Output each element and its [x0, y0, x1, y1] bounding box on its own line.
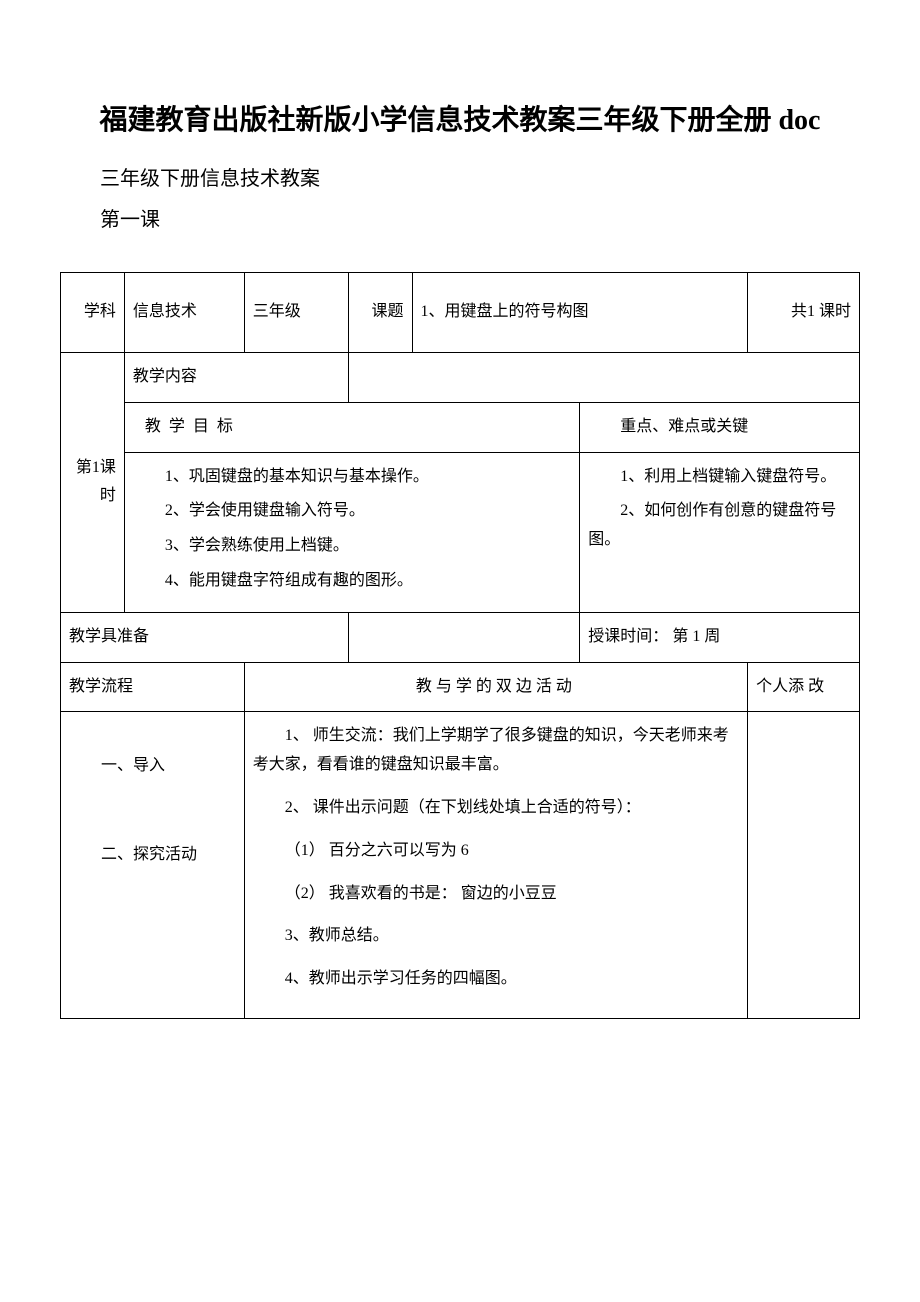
flow-content-item: 4、教师出示学习任务的四幅图。 — [253, 965, 739, 994]
subject-label-cell: 学科 — [61, 273, 125, 353]
objective-item: 4、能用键盘字符组成有趣的图形。 — [133, 567, 571, 596]
flow-content-item: 1、 师生交流：我们上学期学了很多键盘的知识，今天老师来考考大家，看看谁的键盘知… — [253, 722, 739, 780]
objectives-content-row: 1、巩固键盘的基本知识与基本操作。 2、学会使用键盘输入符号。 3、学会熟练使用… — [61, 452, 860, 612]
keypoints-list-cell: 1、利用上档键输入键盘符号。 2、如何创作有创意的键盘符号图。 — [580, 452, 860, 612]
flow-content-item: （2） 我喜欢看的书是： 窗边的小豆豆 — [253, 880, 739, 909]
flow-content-item: 2、 课件出示问题（在下划线处填上合适的符号）： — [253, 794, 739, 823]
teach-time-label: 授课时间： — [588, 628, 668, 645]
keypoints-header-cell: 重点、难点或关键 — [580, 402, 860, 452]
flow-content-row: 一、导入 二、探究活动 1、 师生交流：我们上学期学了很多键盘的知识，今天老师来… — [61, 712, 860, 1019]
objectives-list-cell: 1、巩固键盘的基本知识与基本操作。 2、学会使用键盘输入符号。 3、学会熟练使用… — [124, 452, 579, 612]
content-label-cell: 教学内容 — [124, 353, 348, 403]
content-label-row: 第1课时 教学内容 — [61, 353, 860, 403]
keypoints-header: 重点、难点或关键 — [620, 418, 748, 435]
total-periods-cell: 共1 课时 — [748, 273, 860, 353]
subject-label: 学科 — [69, 298, 116, 327]
flow-content-item: （1） 百分之六可以写为 6 — [253, 837, 739, 866]
grade-value: 三年级 — [253, 303, 301, 320]
prep-label-cell: 教学具准备 — [61, 612, 349, 662]
content-label: 教学内容 — [133, 368, 197, 385]
flow-col1-label: 教学流程 — [69, 678, 133, 695]
objectives-header: 教学目标 — [145, 418, 241, 435]
document-subtitle: 三年级下册信息技术教案 — [60, 162, 860, 191]
topic-value: 1、用键盘上的符号构图 — [421, 303, 589, 320]
document-title: 福建教育出版社新版小学信息技术教案三年级下册全册 doc — [60, 100, 860, 142]
subject-value-cell: 信息技术 — [124, 273, 244, 353]
flow-content-item: 3、教师总结。 — [253, 922, 739, 951]
objective-item: 3、学会熟练使用上档键。 — [133, 532, 571, 561]
keypoint-item: 2、如何创作有创意的键盘符号图。 — [588, 497, 851, 555]
period-label: 第1课时 — [69, 454, 116, 512]
flow-content-cell: 1、 师生交流：我们上学期学了很多键盘的知识，今天老师来考考大家，看看谁的键盘知… — [244, 712, 747, 1019]
subject-value: 信息技术 — [133, 303, 197, 320]
content-empty-cell — [348, 353, 859, 403]
flow-notes-cell — [748, 712, 860, 1019]
teach-time-value: 第 1 周 — [672, 628, 720, 645]
objective-item: 1、巩固键盘的基本知识与基本操作。 — [133, 463, 571, 492]
lesson-plan-table: 学科 信息技术 三年级 课题 1、用键盘上的符号构图 共1 课时 第1课时 教学… — [60, 272, 860, 1019]
flow-stages-cell: 一、导入 二、探究活动 — [61, 712, 245, 1019]
grade-cell: 三年级 — [244, 273, 348, 353]
prep-row: 教学具准备 授课时间： 第 1 周 — [61, 612, 860, 662]
objectives-header-cell: 教学目标 — [124, 402, 579, 452]
flow-header-col1: 教学流程 — [61, 662, 245, 712]
objective-item: 2、学会使用键盘输入符号。 — [133, 497, 571, 526]
keypoint-item: 1、利用上档键输入键盘符号。 — [588, 463, 851, 492]
topic-value-cell: 1、用键盘上的符号构图 — [412, 273, 748, 353]
header-row: 学科 信息技术 三年级 课题 1、用键盘上的符号构图 共1 课时 — [61, 273, 860, 353]
topic-label: 课题 — [357, 298, 404, 327]
prep-empty-cell — [348, 612, 580, 662]
lesson-number: 第一课 — [60, 203, 860, 232]
topic-label-cell: 课题 — [348, 273, 412, 353]
teach-time-cell: 授课时间： 第 1 周 — [580, 612, 860, 662]
flow-header-col2: 教与学的双边活动 — [244, 662, 747, 712]
total-periods: 共1 课时 — [756, 298, 851, 327]
flow-col3-label: 个人添 改 — [756, 678, 824, 695]
objectives-header-row: 教学目标 重点、难点或关键 — [61, 402, 860, 452]
flow-header-col3: 个人添 改 — [748, 662, 860, 712]
prep-label: 教学具准备 — [69, 628, 149, 645]
flow-col2-label: 教与学的双边活动 — [416, 678, 576, 695]
flow-stage: 一、导入 — [69, 752, 236, 781]
period-cell: 第1课时 — [61, 353, 125, 613]
flow-stage: 二、探究活动 — [69, 841, 236, 870]
flow-header-row: 教学流程 教与学的双边活动 个人添 改 — [61, 662, 860, 712]
